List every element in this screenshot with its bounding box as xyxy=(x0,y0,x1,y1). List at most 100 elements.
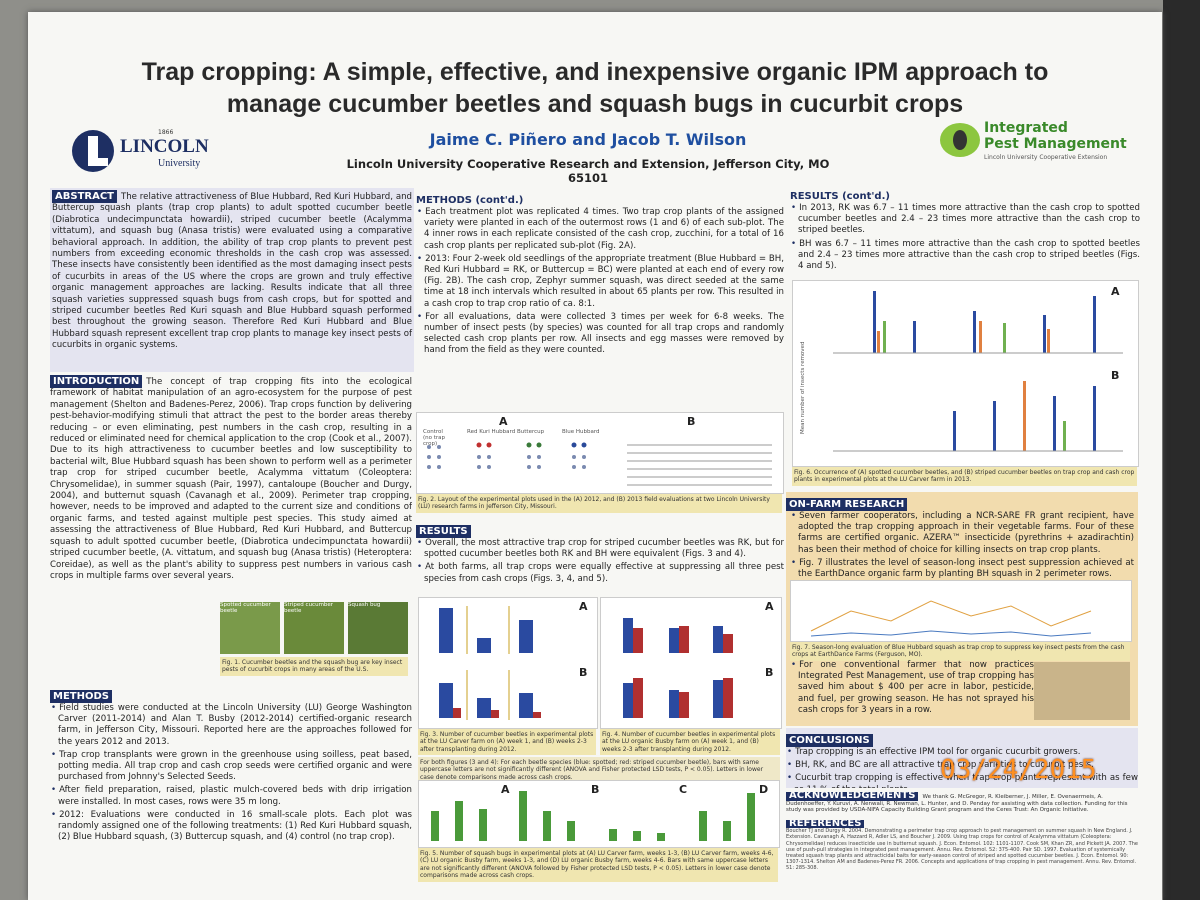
title: Trap cropping: A simple, effective, and … xyxy=(141,58,1049,86)
heading: RESULTS (cont'd.) xyxy=(790,191,890,202)
methods-contd: METHODS (cont'd.)Each treatment plot was… xyxy=(416,188,784,418)
heading: ABSTRACT xyxy=(52,190,117,204)
photo: Striped cucumber beetle xyxy=(284,602,344,654)
photo xyxy=(1034,662,1130,720)
bullet: Fig. 7 illustrates the level of season-l… xyxy=(790,558,1134,580)
ipm-logo: Integrated Pest Management Lincoln Unive… xyxy=(938,118,1138,168)
bullet: 2013: Four 2-week old seedlings of the a… xyxy=(416,254,784,310)
photo-label: Squash bug xyxy=(348,602,381,608)
bullet: After field preparation, raised, plastic… xyxy=(50,785,412,807)
photo: Spotted cucumber beetle xyxy=(220,602,280,654)
bar-graphic xyxy=(833,291,1123,452)
bullet: BH was 6.7 – 11 times more attractive th… xyxy=(790,239,1140,273)
fig4: A B xyxy=(600,597,782,729)
affiliation: Lincoln University Cooperative Research … xyxy=(346,157,830,185)
logo-sub: University xyxy=(158,158,201,169)
fig3: A B xyxy=(418,597,598,729)
camera-date: 03/24/2015 xyxy=(940,755,1097,785)
caption: Fig. 6. Occurrence of (A) spotted cucumb… xyxy=(792,467,1137,486)
heading: METHODS xyxy=(50,690,112,703)
caption: Fig. 3. Number of cucumber beetles in ex… xyxy=(418,729,596,756)
caption: Fig. 4. Number of cucumber beetles in ex… xyxy=(600,729,780,756)
heading: RESULTS xyxy=(416,525,471,538)
poster: Trap cropping: A simple, effective, and … xyxy=(28,12,1162,900)
caption: Fig. 2. Layout of the experimental plots… xyxy=(416,494,782,513)
plot-label: Red Kuri Hubbard xyxy=(467,429,516,435)
fig2: A B Control (no trap crop) Red Kuri Hubb… xyxy=(416,412,784,494)
conclusions: CONCLUSIONSTrap cropping is an effective… xyxy=(786,728,1138,788)
panel-label: A xyxy=(499,415,508,428)
bullet: Trap crop transplants were grown in the … xyxy=(50,750,412,784)
panel-label: A xyxy=(765,600,774,613)
heading: ACKNOWLEDGEMENTS xyxy=(786,792,919,801)
panel-label: A xyxy=(579,600,588,613)
panel-label: B xyxy=(687,415,696,428)
panel-label: A xyxy=(1111,285,1120,298)
bullet: Field studies were conducted at the Linc… xyxy=(50,703,412,748)
plot-layout xyxy=(427,442,772,486)
plot-label: Control (no trap crop) xyxy=(423,429,446,447)
footnote: For both figures (3 and 4): For each bee… xyxy=(418,757,780,784)
lincoln-logo: 1866 LINCOLN University xyxy=(70,126,260,176)
bullet: 2012: Evaluations were conducted in 16 s… xyxy=(50,810,412,844)
bullet: BH, RK, and BC are all attractive trap c… xyxy=(786,760,1138,771)
heading: ON-FARM RESEARCH xyxy=(786,498,908,511)
panel-label: A xyxy=(501,783,510,796)
bullet: In 2013, RK was 6.7 – 11 times more attr… xyxy=(790,203,1140,237)
bar-graphic xyxy=(439,606,541,720)
heading: CONCLUSIONS xyxy=(786,734,873,747)
logo-name: LINCOLN xyxy=(120,136,209,157)
panel-label: B xyxy=(591,783,600,796)
bar-graphic xyxy=(431,791,755,841)
line-graphic xyxy=(810,600,1092,637)
bar-graphic xyxy=(623,618,733,718)
bullet: For all evaluations, data were collected… xyxy=(416,312,784,357)
heading: INTRODUCTION xyxy=(50,375,143,389)
authors: Jaime C. Piñero and Jacob T. Wilson xyxy=(429,130,747,149)
bullet: Each treatment plot was replicated 4 tim… xyxy=(416,207,784,252)
abstract: ABSTRACT The relative attractiveness of B… xyxy=(50,188,414,372)
panel-label: D xyxy=(759,783,769,796)
ack-text: We thank G. McGregor, R. Kleiberner, J. … xyxy=(786,794,1128,813)
photo-label: Spotted cucumber beetle xyxy=(220,602,271,614)
fig1: Spotted cucumber beetle Striped cucumber… xyxy=(220,602,410,680)
bullet: For one conventional farmer that now pra… xyxy=(790,660,1034,716)
bullet: Overall, the most attractive trap crop f… xyxy=(416,538,784,560)
photo-label: Striped cucumber beetle xyxy=(284,602,334,614)
fig5: A B C D xyxy=(418,780,780,848)
abstract-text: The relative attractiveness of Blue Hubb… xyxy=(52,192,412,351)
heading: REFERENCES xyxy=(786,820,865,829)
references: REFERENCES Boucher TJ and Durgy R. 2004. … xyxy=(786,820,1138,894)
logo-sub: Lincoln University Cooperative Extension xyxy=(984,154,1108,161)
title: manage cucumber beetles and squash bugs … xyxy=(226,90,964,118)
logo-line1: Integrated xyxy=(984,120,1068,136)
panel-label: B xyxy=(579,666,588,679)
intro-text: The concept of trap cropping fits into t… xyxy=(50,377,412,581)
fig7 xyxy=(790,580,1132,642)
on-farm: ON-FARM RESEARCHSeven farmer cooperators… xyxy=(786,492,1138,726)
panel-label: C xyxy=(679,783,688,796)
methods: METHODSField studies were conducted at t… xyxy=(50,684,412,884)
results: RESULTSOverall, the most attractive trap… xyxy=(416,519,784,597)
frame xyxy=(1163,0,1200,900)
photo: Squash bug xyxy=(348,602,408,654)
caption: Fig. 7. Season-long evaluation of Blue H… xyxy=(790,642,1130,661)
logo-line2: Pest Management xyxy=(984,136,1127,152)
acknowledgements: ACKNOWLEDGEMENTS We thank G. McGregor, R.… xyxy=(786,792,1138,818)
logo-year: 1866 xyxy=(158,129,174,136)
heading: METHODS (cont'd.) xyxy=(416,195,524,206)
caption: Fig. 1. Cucumber beetles and the squash … xyxy=(220,657,408,676)
logo-mark xyxy=(940,123,980,157)
panel-label: B xyxy=(1111,369,1120,382)
bullet: At both farms, all trap crops were equal… xyxy=(416,562,784,584)
introduction: INTRODUCTION The concept of trap cropping… xyxy=(50,375,412,605)
caption: Fig. 5. Number of squash bugs in experim… xyxy=(418,848,778,882)
bullet: Seven farmer cooperators, including a NC… xyxy=(790,511,1134,556)
plot-label: Blue Hubbard xyxy=(562,429,600,435)
bullet: Trap cropping is an effective IPM tool f… xyxy=(786,747,1138,758)
logo-mark xyxy=(72,130,114,172)
panel-label: B xyxy=(765,666,774,679)
fig6: A B Mean number of insects removed xyxy=(792,280,1139,467)
plot-label: Buttercup xyxy=(517,429,545,435)
